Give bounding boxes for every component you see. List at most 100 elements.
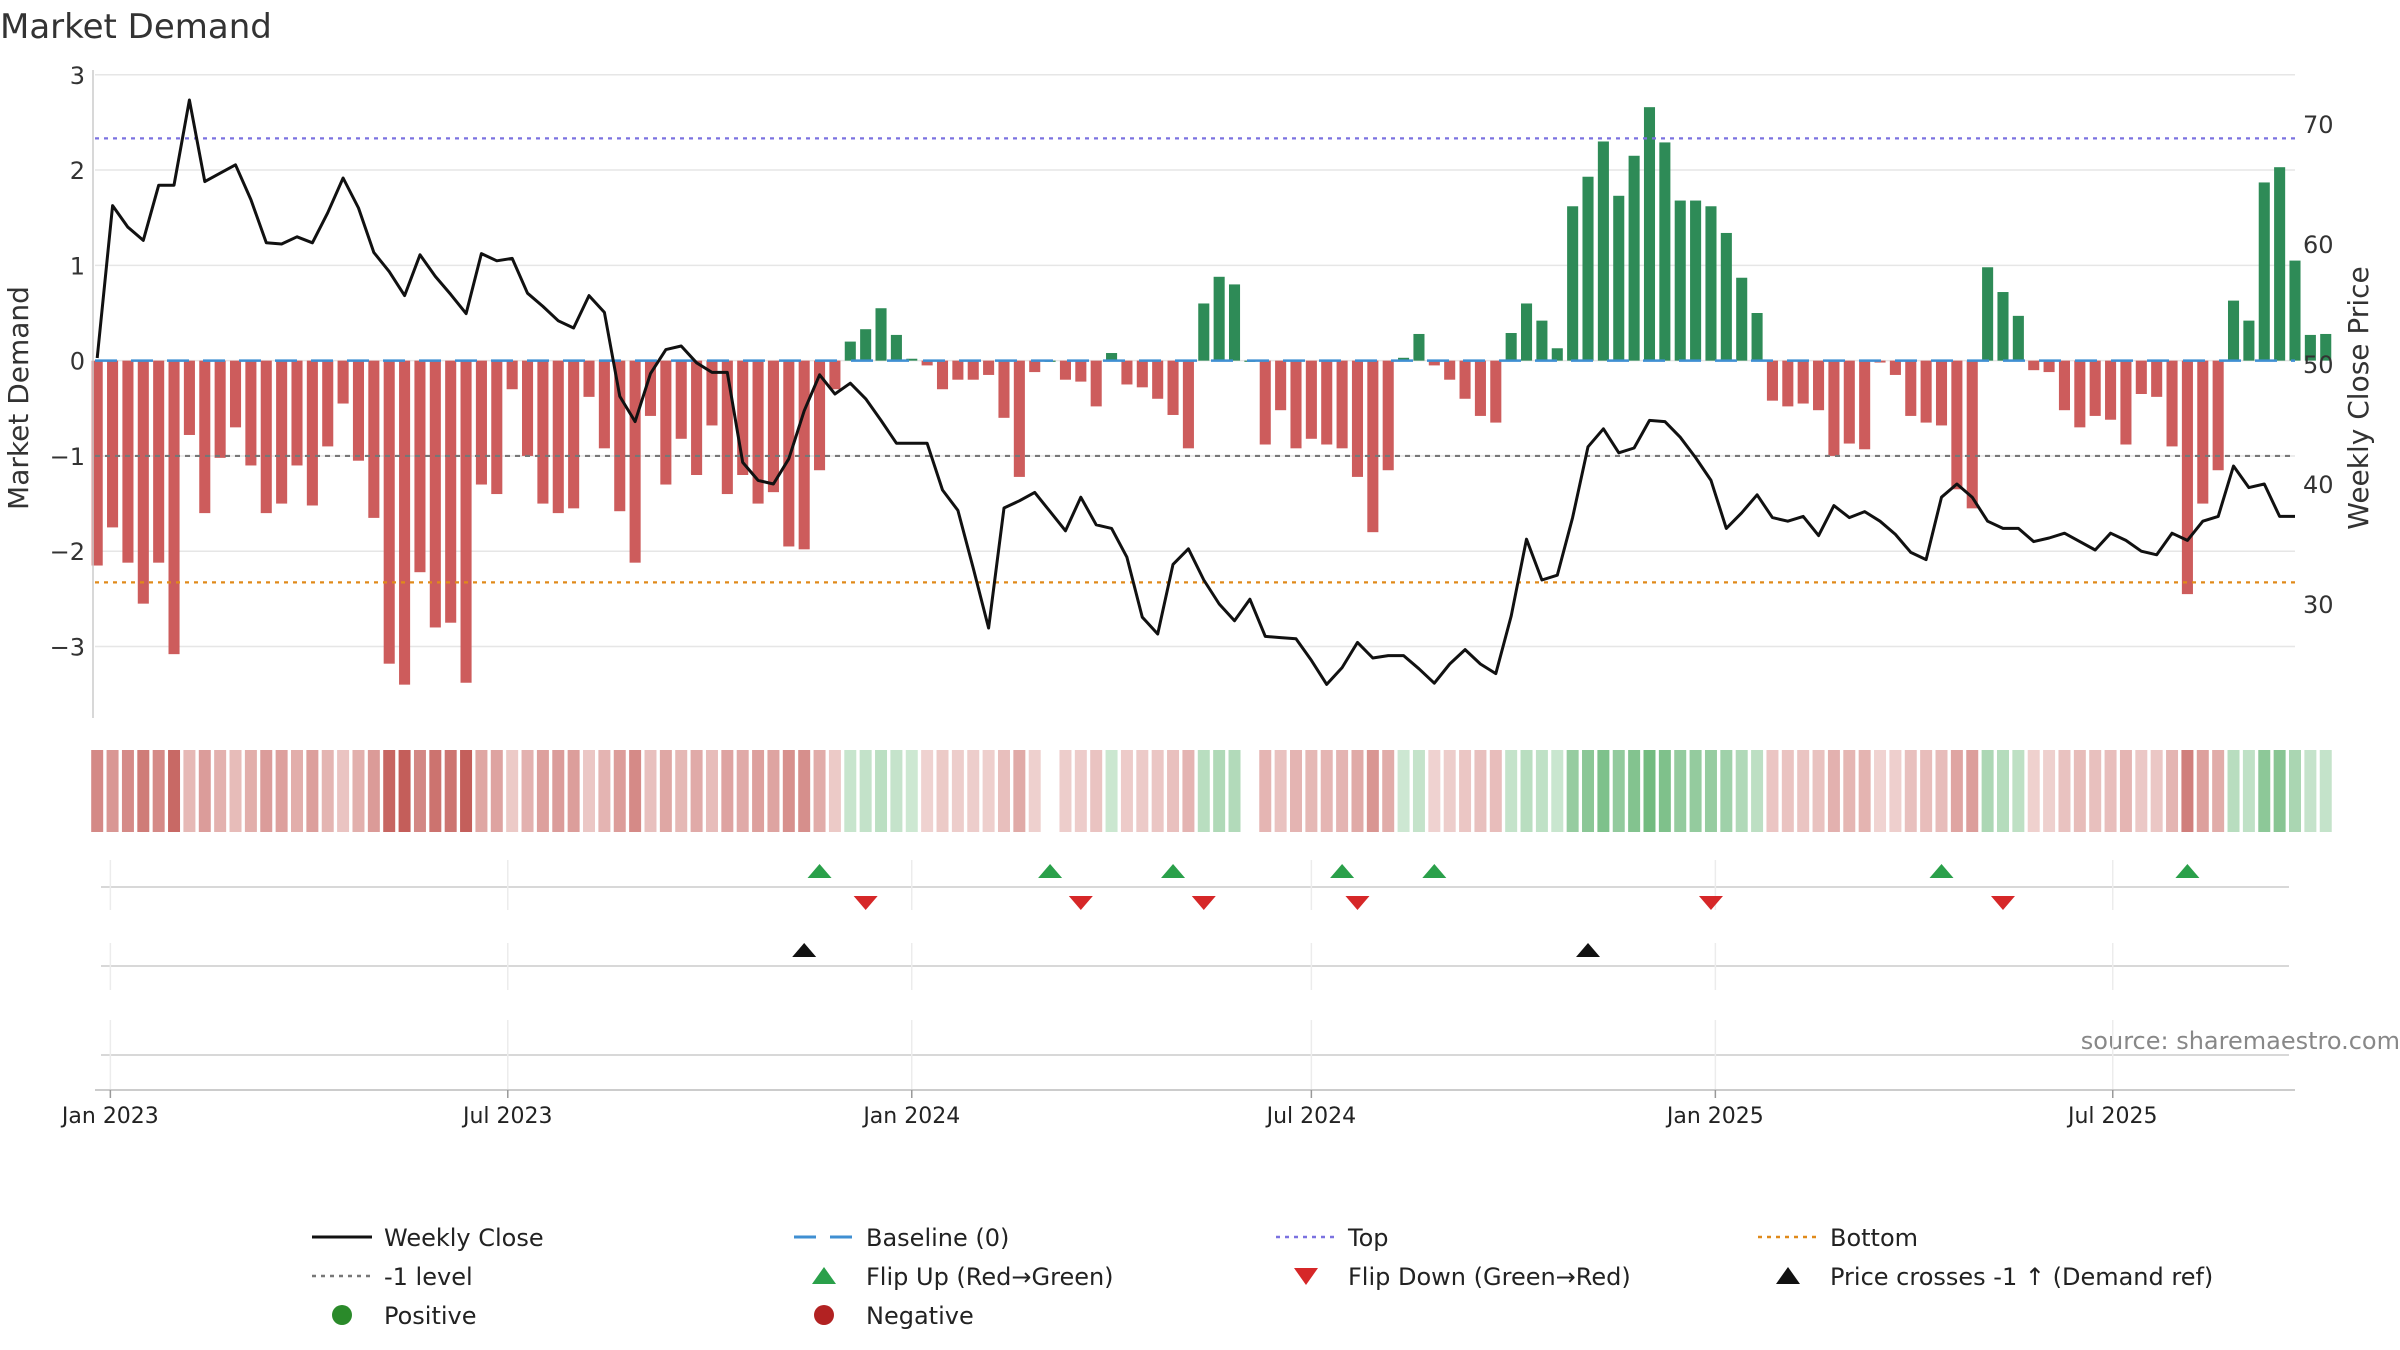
demand-bar-negative — [1459, 360, 1471, 399]
demand-bar-negative — [2043, 360, 2055, 373]
demand-bar-positive — [860, 329, 872, 361]
heat-strip-cell — [2258, 750, 2271, 832]
heat-strip-cell — [1520, 750, 1533, 832]
heat-strip-cell — [1290, 750, 1302, 832]
heat-strip-cell — [1213, 750, 1226, 832]
price-cross-marker — [792, 943, 817, 957]
demand-bar-negative — [2212, 360, 2224, 471]
heat-strip-cell — [1781, 750, 1794, 832]
heat-strip-cell — [2135, 750, 2148, 832]
demand-bar-negative — [260, 360, 272, 514]
demand-bar-negative — [2074, 360, 2086, 428]
demand-bar-positive — [1521, 303, 1533, 361]
heat-strip-cell — [1228, 750, 1241, 832]
demand-bar-negative — [1813, 360, 1825, 411]
demand-bar-negative — [1305, 360, 1317, 439]
demand-bar-positive — [1643, 107, 1656, 361]
legend-label: Price crosses -1 ↑ (Demand ref) — [1830, 1263, 2213, 1291]
heat-strip-cell — [2196, 750, 2209, 832]
heat-strip-cell — [321, 750, 334, 832]
demand-bar-negative — [183, 360, 195, 435]
demand-bar-negative — [522, 360, 534, 456]
heat-strip-cell — [798, 750, 811, 832]
heat-strip-cell — [1920, 750, 1933, 832]
demand-bar-negative — [737, 360, 749, 475]
heat-strip-cell — [1274, 750, 1287, 832]
demand-bars-layer — [91, 107, 2332, 685]
flip-up-marker — [1929, 864, 1954, 878]
heat-strip-cell — [352, 750, 365, 832]
demand-bar-positive — [2243, 320, 2255, 361]
demand-bar-negative — [2151, 360, 2163, 397]
demand-bar-negative — [491, 360, 503, 495]
demand-bar-negative — [1167, 360, 1179, 415]
heat-strip-cell — [859, 750, 872, 832]
y-tick-label: 3 — [70, 62, 85, 90]
demand-bar-negative — [1490, 360, 1502, 423]
flip-down-marker — [853, 896, 878, 910]
demand-bar-negative — [1766, 360, 1778, 401]
demand-bar-positive — [844, 341, 856, 361]
demand-bar-negative — [2135, 360, 2147, 394]
heat-strip-cell — [2012, 750, 2025, 832]
heat-strip-cell — [675, 750, 688, 832]
legend-item: Top — [1276, 1224, 1389, 1252]
demand-bar-negative — [983, 360, 995, 375]
heat-strip-cell — [629, 750, 642, 832]
demand-bar-negative — [291, 360, 303, 466]
legend-item: Flip Up (Red→Green) — [812, 1263, 1114, 1291]
demand-bar-negative — [936, 360, 949, 390]
heat-strip-cell — [2227, 750, 2240, 832]
heat-strip-cell — [444, 750, 457, 832]
legend-label: Positive — [384, 1302, 477, 1330]
heat-strip-cell — [1535, 750, 1548, 832]
heat-strip-cell — [1489, 750, 1502, 832]
demand-bar-negative — [1920, 360, 1932, 423]
heat-strip-cell — [1628, 750, 1641, 832]
flip-down-marker — [1345, 896, 1370, 910]
flip-up-marker — [1161, 864, 1186, 878]
heat-strip-cell — [905, 750, 918, 832]
heat-strip-cell — [1505, 750, 1518, 832]
demand-bar-negative — [368, 360, 380, 518]
flip-down-marker — [1990, 896, 2015, 910]
heat-strip-cell — [1551, 750, 1564, 832]
heat-strip-cell — [1136, 750, 1149, 832]
demand-bar-positive — [2304, 334, 2316, 361]
heat-strip-cell — [1428, 750, 1441, 832]
demand-bar-negative — [1951, 360, 1963, 490]
heat-strip-cell — [1105, 750, 1118, 832]
demand-bar-negative — [967, 360, 979, 380]
heat-strip-cell — [121, 750, 134, 832]
x-tick-label: Jul 2023 — [461, 1104, 553, 1129]
heat-strip-cell — [2212, 750, 2225, 832]
heat-strip-cell — [1996, 750, 2009, 832]
y-tick-label: 0 — [70, 348, 85, 376]
demand-bar-positive — [2258, 182, 2270, 361]
legend-label: Negative — [866, 1302, 974, 1330]
demand-bar-positive — [1582, 176, 1594, 361]
demand-bar-negative — [1474, 360, 1486, 416]
demand-bar-negative — [122, 360, 134, 563]
demand-bar-negative — [1367, 360, 1379, 533]
heat-strip-cell — [1305, 750, 1318, 832]
y-tick-label: 2 — [70, 157, 85, 185]
demand-bar-positive — [890, 334, 902, 361]
heat-strip-cell — [690, 750, 703, 832]
y2-tick-label: 60 — [2303, 231, 2334, 259]
demand-bar-positive — [1597, 141, 1609, 361]
heat-strip-cell — [291, 750, 303, 832]
heat-strip-cell — [721, 750, 734, 832]
demand-bar-positive — [2227, 300, 2240, 361]
demand-bar-negative — [168, 360, 180, 655]
y-axis-label: Market Demand — [2, 286, 35, 510]
demand-bar-negative — [1259, 360, 1271, 445]
legend-label: Weekly Close — [384, 1224, 544, 1252]
x-axis-layer: Jan 2023 Jul 2023 Jan 2024 Jul 2024 Jan 2025… — [60, 1089, 2295, 1129]
legend-swatch-triangle-up — [1776, 1267, 1800, 1284]
demand-bar-negative — [1828, 360, 1840, 456]
flip-down-marker — [1068, 896, 1093, 910]
demand-bar-negative — [1935, 360, 1948, 426]
heat-strip-cell — [921, 750, 934, 832]
heat-strip-cell — [1889, 750, 1902, 832]
